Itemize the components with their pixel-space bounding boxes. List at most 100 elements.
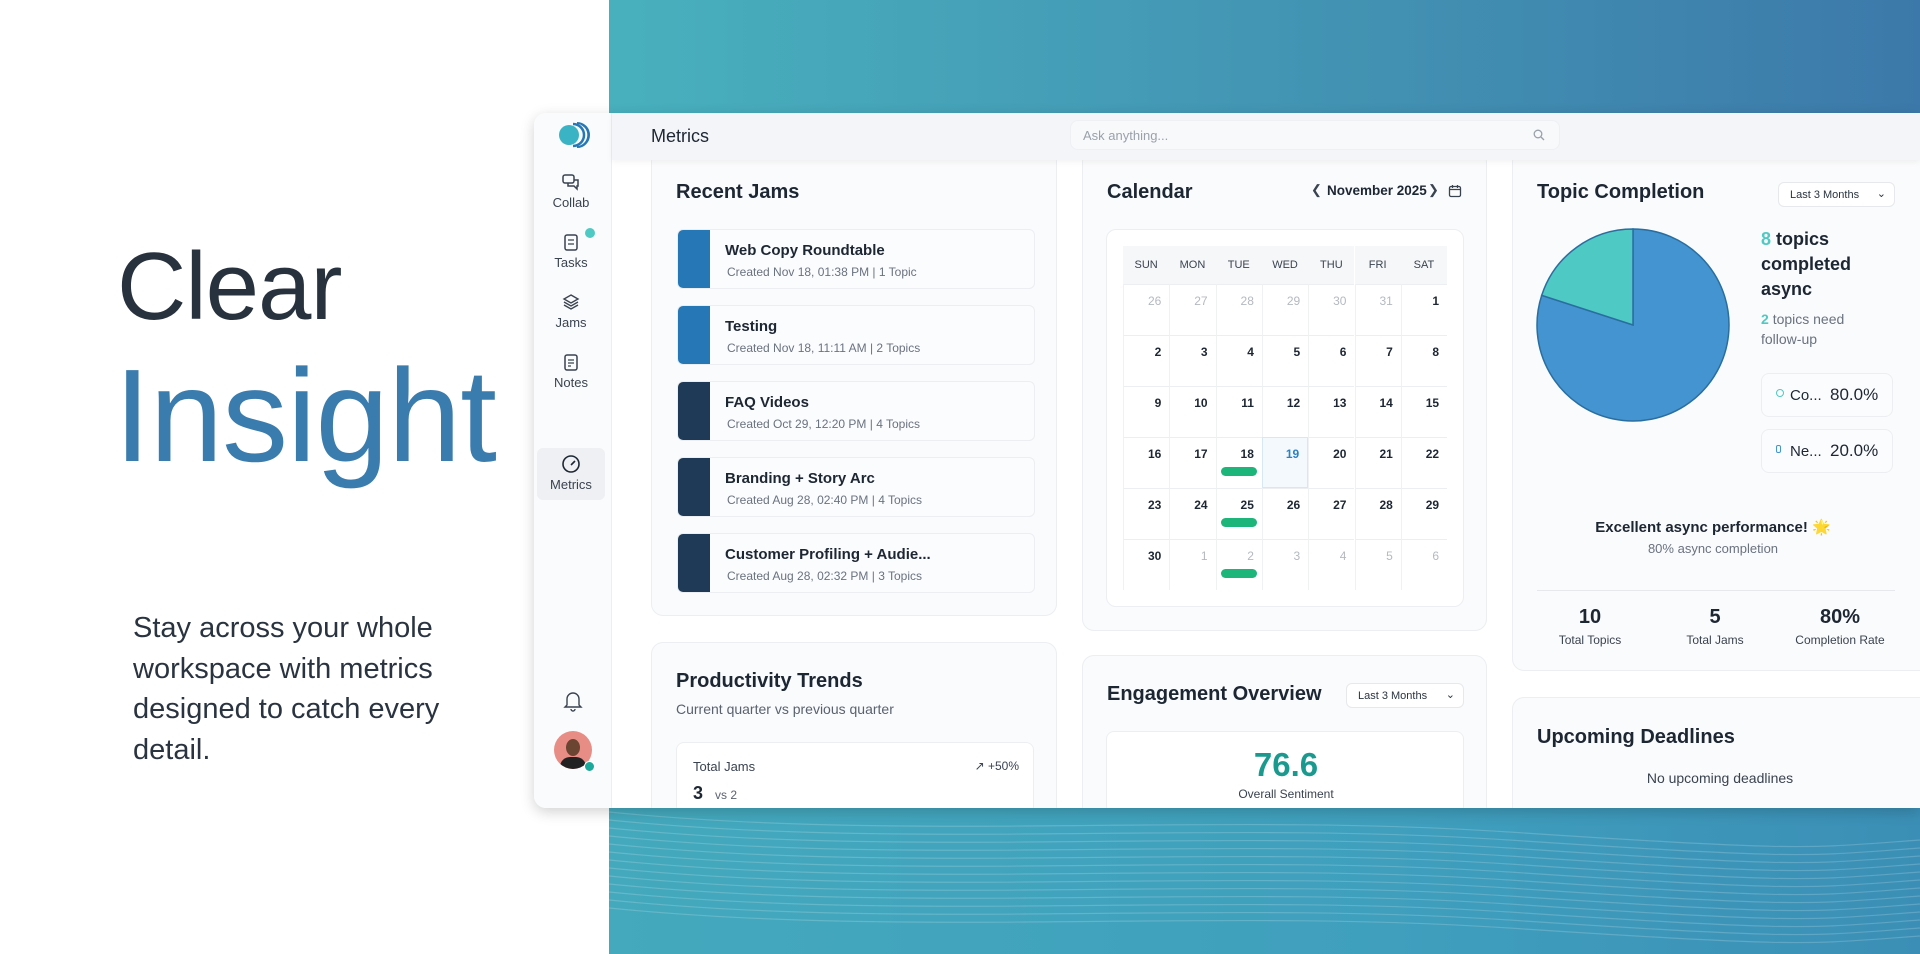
stat-total-topics: 10 Total Topics bbox=[1530, 606, 1650, 647]
clipboard-icon bbox=[564, 234, 578, 251]
day-number: 4 bbox=[1339, 549, 1347, 563]
calendar-day[interactable]: 3 bbox=[1169, 335, 1216, 386]
day-number: 22 bbox=[1425, 447, 1440, 461]
sidebar-item-metrics[interactable]: Metrics bbox=[537, 448, 605, 500]
calendar-month-label: November 2025 bbox=[1327, 183, 1427, 198]
calendar-day[interactable]: 14 bbox=[1354, 386, 1401, 437]
calendar-day[interactable]: 19 bbox=[1261, 437, 1309, 488]
calendar-day[interactable]: 31 bbox=[1354, 284, 1401, 335]
calendar-day[interactable]: 12 bbox=[1261, 386, 1309, 437]
calendar-day[interactable]: 24 bbox=[1169, 488, 1216, 539]
jam-meta: Created Oct 29, 12:20 PM | 4 Topics bbox=[727, 417, 920, 431]
calendar-day[interactable]: 9 bbox=[1123, 386, 1170, 437]
day-number: 2 bbox=[1247, 549, 1254, 563]
sidebar-item-jams[interactable]: Jams bbox=[537, 292, 605, 344]
jam-list-item[interactable]: FAQ Videos Created Oct 29, 12:20 PM | 4 T… bbox=[677, 381, 1035, 441]
calendar-day[interactable]: 10 bbox=[1169, 386, 1216, 437]
calendar-day[interactable]: 5 bbox=[1354, 539, 1401, 590]
calendar-day[interactable]: 6 bbox=[1400, 539, 1448, 590]
calendar-day[interactable]: 30 bbox=[1123, 539, 1170, 590]
calendar-event-marker[interactable] bbox=[1220, 467, 1257, 476]
wave-line bbox=[609, 819, 1920, 856]
calendar-day[interactable]: 23 bbox=[1123, 488, 1170, 539]
calendar-icon[interactable] bbox=[1448, 184, 1462, 198]
calendar-day[interactable]: 4 bbox=[1308, 539, 1355, 590]
metric-label: Total Jams bbox=[693, 759, 756, 774]
calendar-day[interactable]: 8 bbox=[1400, 335, 1448, 386]
calendar-day[interactable]: 13 bbox=[1308, 386, 1355, 437]
calendar-day[interactable]: 2 bbox=[1123, 335, 1170, 386]
jam-list-item[interactable]: Customer Profiling + Audie... Created Aug… bbox=[677, 533, 1035, 593]
calendar-day[interactable]: 16 bbox=[1123, 437, 1170, 488]
calendar-day[interactable]: 29 bbox=[1261, 284, 1309, 335]
notification-badge bbox=[585, 228, 595, 238]
prev-month-button[interactable]: ❮ bbox=[1311, 182, 1322, 197]
calendar-day[interactable]: 4 bbox=[1215, 335, 1262, 386]
calendar-day[interactable]: 11 bbox=[1215, 386, 1262, 437]
sidebar-item-collab[interactable]: Collab bbox=[537, 172, 605, 224]
calendar-day[interactable]: 18 bbox=[1215, 437, 1262, 488]
sidebar-item-tasks[interactable]: Tasks bbox=[537, 228, 605, 284]
card-title: Calendar bbox=[1107, 181, 1193, 203]
calendar-day[interactable]: 28 bbox=[1215, 284, 1262, 335]
card-title: Productivity Trends bbox=[676, 670, 863, 692]
pie-slice-1 bbox=[1540, 228, 1634, 327]
jam-list-item[interactable]: Testing Created Nov 18, 11:11 AM | 2 Topi… bbox=[677, 305, 1035, 365]
sidebar-item-notes[interactable]: Notes bbox=[537, 352, 605, 404]
wave-line bbox=[609, 843, 1920, 880]
jam-title: Testing bbox=[725, 318, 778, 335]
jam-list-item[interactable]: Branding + Story Arc Created Aug 28, 02:4… bbox=[677, 457, 1035, 517]
day-number: 3 bbox=[1293, 549, 1301, 563]
calendar-day[interactable]: 5 bbox=[1261, 335, 1309, 386]
calendar-event-marker[interactable] bbox=[1220, 569, 1257, 578]
top-header: Metrics Ask anything... bbox=[612, 113, 1920, 160]
range-dropdown[interactable]: Last 3 Months ⌄ bbox=[1778, 182, 1895, 207]
calendar-day[interactable]: 6 bbox=[1308, 335, 1355, 386]
day-number: 19 bbox=[1285, 447, 1300, 461]
calendar-day[interactable]: 21 bbox=[1354, 437, 1401, 488]
day-number: 5 bbox=[1293, 345, 1301, 359]
calendar-day[interactable]: 17 bbox=[1169, 437, 1216, 488]
wave-line bbox=[609, 907, 1920, 944]
calendar-day[interactable]: 7 bbox=[1354, 335, 1401, 386]
jam-list-item[interactable]: Web Copy Roundtable Created Nov 18, 01:38… bbox=[677, 229, 1035, 289]
bell-icon[interactable] bbox=[563, 690, 583, 712]
calendar-day[interactable]: 30 bbox=[1308, 284, 1355, 335]
sentiment-score: 76.6 bbox=[1253, 746, 1319, 783]
day-number: 24 bbox=[1194, 498, 1208, 512]
wave-line bbox=[609, 859, 1920, 896]
calendar-day[interactable]: 1 bbox=[1400, 284, 1448, 335]
calendar-day[interactable]: 27 bbox=[1308, 488, 1355, 539]
chat-bubbles-icon bbox=[562, 174, 579, 191]
calendar-day[interactable]: 22 bbox=[1400, 437, 1448, 488]
metric-value: 3 bbox=[693, 783, 704, 803]
calendar-day[interactable]: 15 bbox=[1400, 386, 1448, 437]
check-circle-icon bbox=[1776, 389, 1784, 397]
calendar-day[interactable]: 26 bbox=[1261, 488, 1309, 539]
day-number: 6 bbox=[1432, 549, 1440, 563]
performance-submessage: 80% async completion bbox=[1647, 541, 1779, 556]
search-input[interactable]: Ask anything... bbox=[1070, 120, 1560, 150]
wave-line bbox=[609, 883, 1920, 920]
calendar-day[interactable]: 27 bbox=[1169, 284, 1216, 335]
completed-text: completed bbox=[1761, 254, 1852, 274]
calendar-day[interactable]: 3 bbox=[1261, 539, 1309, 590]
weekday-header: SAT bbox=[1400, 246, 1448, 284]
calendar-event-marker[interactable] bbox=[1220, 518, 1257, 527]
calendar-day[interactable]: 20 bbox=[1308, 437, 1355, 488]
calendar-day[interactable]: 29 bbox=[1400, 488, 1448, 539]
calendar-day[interactable]: 2 bbox=[1215, 539, 1262, 590]
card-title: Topic Completion bbox=[1537, 181, 1705, 203]
calendar-day[interactable]: 1 bbox=[1169, 539, 1216, 590]
day-number: 30 bbox=[1333, 294, 1347, 308]
day-number: 11 bbox=[1241, 396, 1254, 410]
calendar-day[interactable]: 26 bbox=[1123, 284, 1170, 335]
jam-title: Branding + Story Arc bbox=[725, 470, 875, 487]
stat-total-jams: 5 Total Jams bbox=[1655, 606, 1775, 647]
calendar-day[interactable]: 28 bbox=[1354, 488, 1401, 539]
sidebar-item-label: Tasks bbox=[554, 255, 588, 270]
legend-value: 80.0% bbox=[1830, 385, 1879, 404]
calendar-day[interactable]: 25 bbox=[1215, 488, 1262, 539]
range-dropdown[interactable]: Last 3 Months ⌄ bbox=[1346, 683, 1464, 708]
next-month-button[interactable]: ❯ bbox=[1428, 182, 1439, 197]
